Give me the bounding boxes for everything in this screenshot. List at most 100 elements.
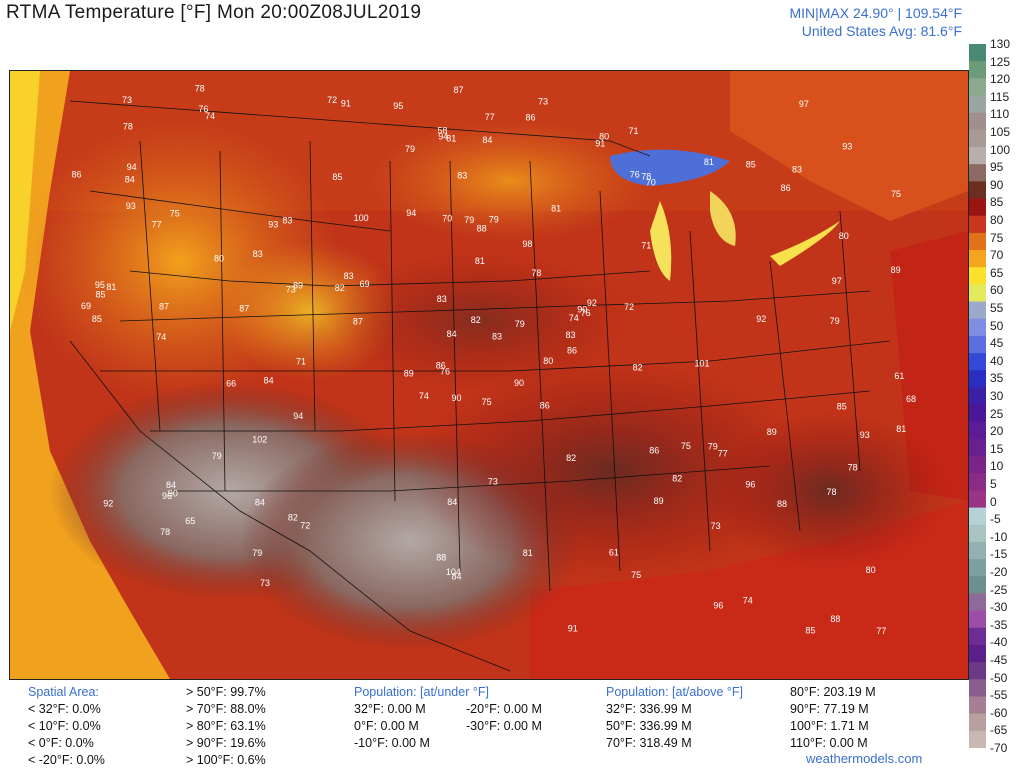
station-temp-label: 82: [633, 362, 643, 372]
spatial-below-3: < -20°F: 0.0%: [28, 753, 105, 767]
colorbar-segment: [969, 78, 986, 97]
station-temp-label: 74: [156, 332, 166, 342]
station-temp-label: 80: [839, 231, 849, 241]
station-temp-label: 61: [894, 371, 904, 381]
map-canvas: 7577767472717978807477747574717078656973…: [10, 71, 968, 679]
colorbar-segment: [969, 627, 986, 646]
station-temp-label: 78: [160, 527, 170, 537]
colorbar-tick-label: 5: [990, 477, 997, 491]
colorbar-tick-label: -30: [990, 600, 1008, 615]
station-temp-label: 76: [581, 308, 591, 318]
station-temp-label: 79: [830, 316, 840, 326]
station-temp-label: 76: [198, 104, 208, 114]
station-temp-label: 89: [293, 281, 303, 291]
spatial-below-2: < 0°F: 0.0%: [28, 736, 94, 750]
spatial-below-0: < 32°F: 0.0%: [28, 702, 101, 716]
population-under-header: Population: [at/under °F]: [354, 685, 489, 699]
station-temp-label: 79: [708, 442, 718, 452]
spatial-above-2: > 80°F: 63.1%: [186, 719, 266, 733]
station-temp-label: 78: [195, 84, 205, 94]
colorbar-tick-label: 130: [990, 37, 1011, 51]
station-temp-label: 78: [641, 172, 651, 182]
station-temp-label: 93: [126, 201, 136, 211]
station-temp-label: 92: [756, 314, 766, 324]
station-temp-label: 74: [569, 313, 579, 323]
station-temp-label: 81: [896, 424, 906, 434]
station-temp-label: 74: [743, 595, 753, 605]
colorbar-tick-label: 70: [990, 248, 1004, 263]
station-temp-label: 90: [452, 393, 462, 403]
colorbar-segment: [969, 679, 986, 698]
station-temp-label: 86: [540, 401, 550, 411]
station-temp-label: 71: [629, 126, 639, 136]
spatial-above-4: > 100°F: 0.6%: [186, 753, 266, 767]
station-temp-label: 79: [464, 215, 474, 225]
population-above-header: Population: [at/above °F]: [606, 685, 744, 699]
station-temp-label: 73: [122, 95, 132, 105]
station-temp-label: 87: [239, 303, 249, 313]
spatial-above-3: > 90°F: 19.6%: [186, 736, 266, 750]
station-temp-label: 69: [360, 279, 370, 289]
colorbar-tick-label: 55: [990, 301, 1004, 315]
station-temp-label: 68: [906, 394, 916, 404]
pop-under-4: -30°F: 0.00 M: [466, 719, 542, 733]
credit-link[interactable]: weathermodels.com: [806, 751, 923, 766]
station-temp-label: 92: [587, 298, 597, 308]
population-above: Population: [at/above °F] 32°F: 336.99 M…: [606, 684, 743, 752]
station-temp-label: 91: [595, 139, 605, 149]
station-temp-label: 89: [654, 496, 664, 506]
pop-under-3: -20°F: 0.00 M: [466, 702, 542, 716]
station-temp-label: 93: [842, 142, 852, 152]
station-temp-label: 86: [781, 183, 791, 193]
station-temp-label: 87: [353, 317, 363, 327]
colorbar-tick-label: -10: [990, 529, 1008, 544]
station-temp-label: 89: [891, 265, 901, 275]
station-temp-label: 74: [419, 391, 429, 401]
station-temp-label: 77: [876, 626, 886, 636]
station-temp-label: 61: [609, 548, 619, 558]
colorbar-tick-label: 100: [990, 142, 1011, 157]
colorbar-tick-label: -70: [990, 741, 1008, 755]
colorbar-segment: [969, 507, 986, 526]
station-temp-label: 94: [438, 131, 448, 141]
colorbar-tick-label: -5: [990, 512, 1001, 527]
station-temp-label: 79: [515, 319, 525, 329]
station-temp-label: 86: [72, 170, 82, 180]
pop-under-0: 32°F: 0.00 M: [354, 702, 426, 716]
station-temp-label: 104: [446, 567, 461, 577]
station-temp-label: 80: [599, 131, 609, 141]
station-temp-label: 85: [92, 314, 102, 324]
colorbar-segment: [969, 730, 986, 749]
station-temp-label: 94: [293, 411, 303, 421]
colorbar-tick-label: -55: [990, 688, 1008, 703]
colorbar-tick-label: 75: [990, 230, 1004, 245]
station-temp-label: 79: [212, 451, 222, 461]
station-temp-label: 72: [300, 521, 310, 531]
colorbar-segment: [969, 147, 986, 165]
colorbar-segment: [969, 438, 986, 457]
colorbar-tick-label: -40: [990, 635, 1008, 650]
station-temp-label: 81: [551, 204, 561, 214]
colorbar-tick-label: 30: [990, 389, 1004, 403]
population-above-col2: 80°F: 203.19 M 90°F: 77.19 M 100°F: 1.71…: [790, 684, 876, 752]
colorbar-segment: [969, 335, 986, 354]
station-temp-label: 77: [152, 220, 162, 230]
station-temp-label: 94: [127, 162, 137, 172]
station-temp-label: 82: [288, 512, 298, 522]
station-temp-label: 83: [344, 271, 354, 281]
station-temp-label: 96: [745, 479, 755, 489]
station-temp-label: 81: [106, 282, 116, 292]
colorbar-segment: [969, 267, 986, 285]
station-temp-label: 95: [95, 280, 105, 290]
pop-above-2: 70°F: 318.49 M: [606, 736, 692, 750]
colorbar-segment: [969, 421, 986, 440]
colorbar-segment: [969, 713, 986, 732]
spatial-area-above: > 50°F: 99.7% > 70°F: 88.0% > 80°F: 63.1…: [186, 684, 266, 769]
colorbar-segment: [969, 541, 986, 560]
station-temp-label: 80: [543, 356, 553, 366]
station-temp-label: 96: [713, 601, 723, 611]
station-temp-label: 85: [96, 290, 106, 300]
minmax-readout: MIN|MAX 24.90° | 109.54°F United States …: [789, 4, 962, 40]
colorbar-tick-label: 45: [990, 336, 1004, 351]
station-temp-label: 93: [268, 220, 278, 230]
